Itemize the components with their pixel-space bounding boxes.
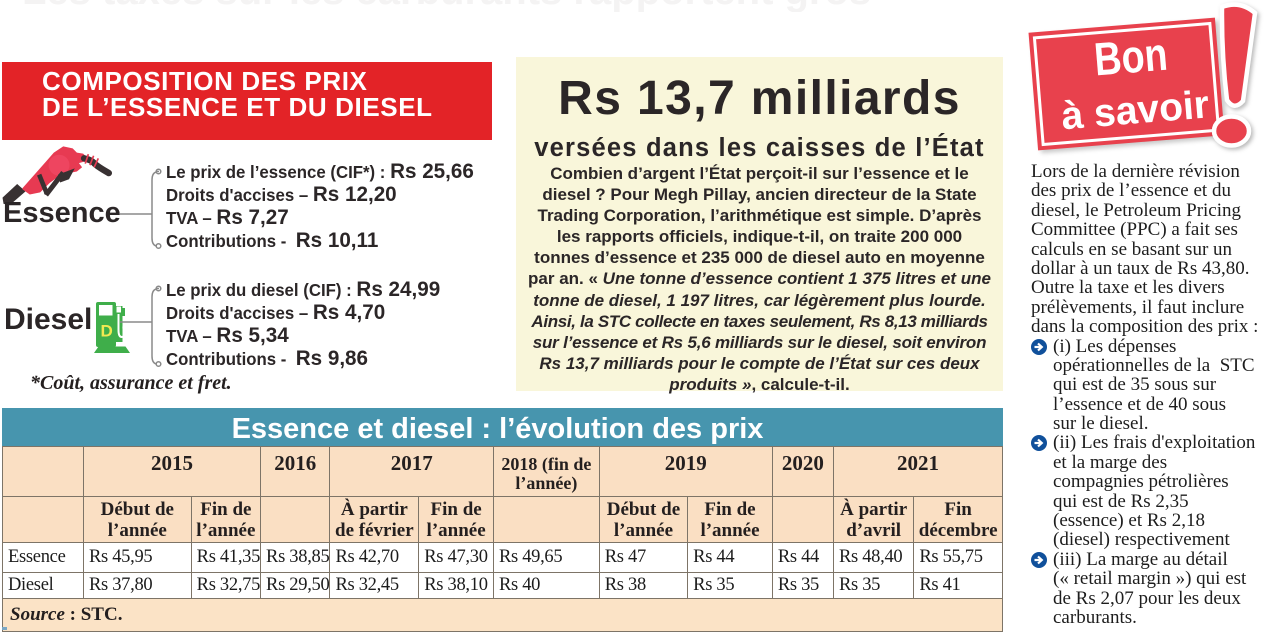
- svg-text:D: D: [100, 322, 112, 341]
